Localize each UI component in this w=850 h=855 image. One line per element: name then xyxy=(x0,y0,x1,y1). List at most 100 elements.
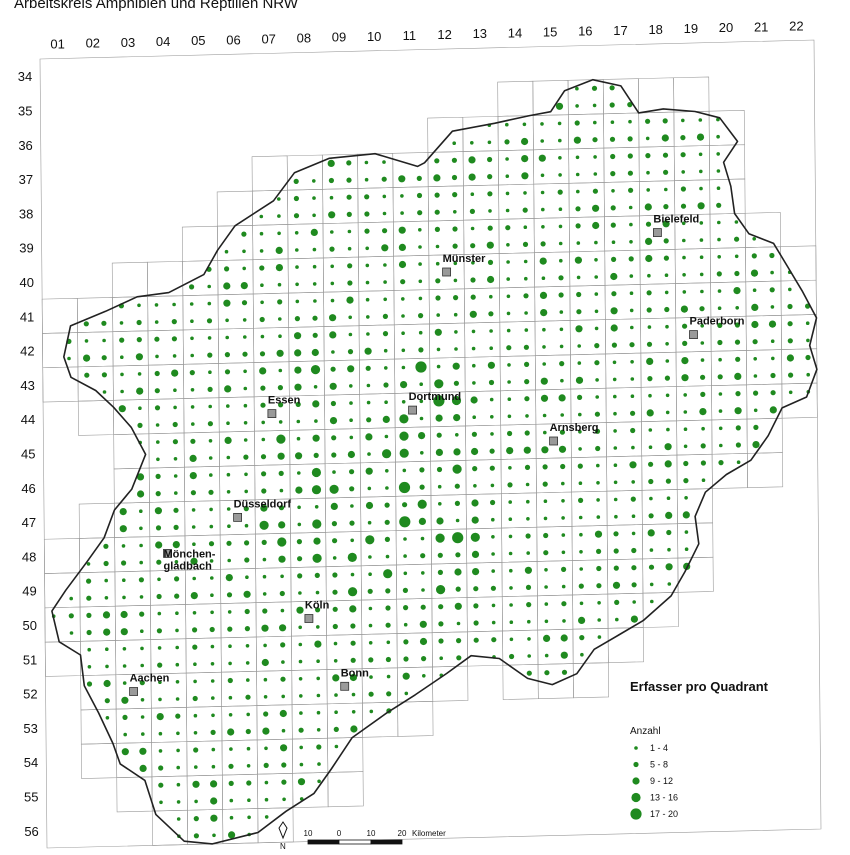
occurrence-dot xyxy=(509,568,513,573)
occurrence-dot xyxy=(610,205,616,211)
grid-cell xyxy=(745,314,782,351)
occurrence-dot xyxy=(331,521,337,527)
grid-cell xyxy=(357,187,394,224)
occurrence-dot xyxy=(577,361,582,365)
occurrence-dot xyxy=(613,394,617,399)
occurrence-dot xyxy=(614,514,618,519)
occurrence-dot xyxy=(137,490,145,498)
grid-cell xyxy=(219,533,256,570)
occurrence-dot xyxy=(491,620,496,625)
grid-cell xyxy=(467,630,504,667)
occurrence-dot xyxy=(193,816,199,822)
occurrence-dot xyxy=(594,240,598,245)
occurrence-dot xyxy=(228,780,234,787)
occurrence-dot xyxy=(543,499,548,504)
occurrence-dot xyxy=(207,421,213,427)
grid-cell xyxy=(360,530,397,567)
occurrence-dot xyxy=(645,221,652,227)
occurrence-dot xyxy=(316,728,321,732)
occurrence-dot xyxy=(541,207,545,212)
occurrence-dot xyxy=(576,189,580,194)
grid-cell xyxy=(638,146,675,182)
occurrence-dot xyxy=(453,414,461,422)
occurrence-dot xyxy=(753,357,757,361)
occurrence-dot xyxy=(242,318,247,322)
occurrence-dot xyxy=(347,552,357,563)
grid-cell xyxy=(220,636,257,673)
occurrence-dot xyxy=(244,608,250,615)
grid-cell xyxy=(537,628,574,665)
grid-cell xyxy=(359,358,396,395)
occurrence-dot xyxy=(103,560,109,567)
occurrence-dot xyxy=(263,695,268,699)
occurrence-dot xyxy=(419,637,428,646)
occurrence-dot xyxy=(434,192,440,198)
occurrence-dot xyxy=(750,269,759,277)
occurrence-dot xyxy=(631,480,635,484)
grid-cell xyxy=(464,287,501,324)
occurrence-dot xyxy=(508,517,513,521)
occurrence-dot xyxy=(400,211,404,215)
occurrence-dot xyxy=(805,354,811,361)
occurrence-dot xyxy=(594,428,601,434)
occurrence-dot xyxy=(208,456,213,460)
legend-label: 1 - 4 xyxy=(650,743,668,753)
occurrence-dot xyxy=(561,601,567,607)
grid-cell xyxy=(711,418,748,455)
grid-cell xyxy=(78,502,115,539)
occurrence-dot xyxy=(538,154,546,162)
occurrence-dot xyxy=(334,744,339,749)
occurrence-dot xyxy=(508,551,513,556)
city-label: Düsseldorf xyxy=(234,498,292,510)
occurrence-dot xyxy=(491,535,495,539)
occurrence-dot xyxy=(613,411,617,416)
grid-cell xyxy=(569,250,606,287)
occurrence-dot xyxy=(470,192,475,196)
grid-cell xyxy=(642,557,679,594)
grid-cell xyxy=(673,76,710,113)
occurrence-dot xyxy=(105,664,109,669)
occurrence-dot xyxy=(539,257,547,265)
occurrence-dot xyxy=(192,644,198,650)
occurrence-dot xyxy=(543,516,548,521)
occurrence-dot xyxy=(281,728,286,733)
occurrence-dot xyxy=(665,359,670,363)
occurrence-dot xyxy=(417,210,423,216)
occurrence-dot xyxy=(486,241,494,249)
occurrence-dot xyxy=(683,478,689,484)
occurrence-dot xyxy=(544,568,548,572)
occurrence-dot xyxy=(627,153,633,159)
occurrence-dot xyxy=(786,354,795,362)
grid-cell xyxy=(709,178,746,215)
occurrence-dot xyxy=(140,698,145,702)
occurrence-dot xyxy=(717,220,721,225)
occurrence-dot xyxy=(558,138,562,143)
occurrence-dot xyxy=(69,631,74,635)
occurrence-dot xyxy=(385,622,391,628)
grid-cell xyxy=(500,423,537,460)
occurrence-dot xyxy=(505,191,510,196)
occurrence-dot xyxy=(540,173,545,178)
occurrence-dot xyxy=(558,292,564,298)
occurrence-dot xyxy=(680,305,689,313)
occurrence-dot xyxy=(470,141,474,145)
occurrence-dot xyxy=(172,302,176,307)
occurrence-dot xyxy=(664,187,668,192)
occurrence-dot xyxy=(508,466,512,470)
occurrence-dot xyxy=(435,261,440,266)
occurrence-dot xyxy=(561,533,566,537)
occurrence-dot xyxy=(664,306,670,313)
occurrence-dot xyxy=(438,604,444,610)
grid-cell xyxy=(287,257,324,294)
occurrence-dot xyxy=(294,383,302,391)
grid-cell xyxy=(254,464,291,501)
grid-cell xyxy=(112,296,149,333)
occurrence-dot xyxy=(259,520,269,530)
occurrence-dot xyxy=(645,254,653,263)
occurrence-dot xyxy=(332,470,336,474)
grid-cell xyxy=(324,462,361,499)
column-label: 11 xyxy=(403,28,417,43)
occurrence-dot xyxy=(418,262,422,266)
occurrence-dot xyxy=(560,463,566,470)
